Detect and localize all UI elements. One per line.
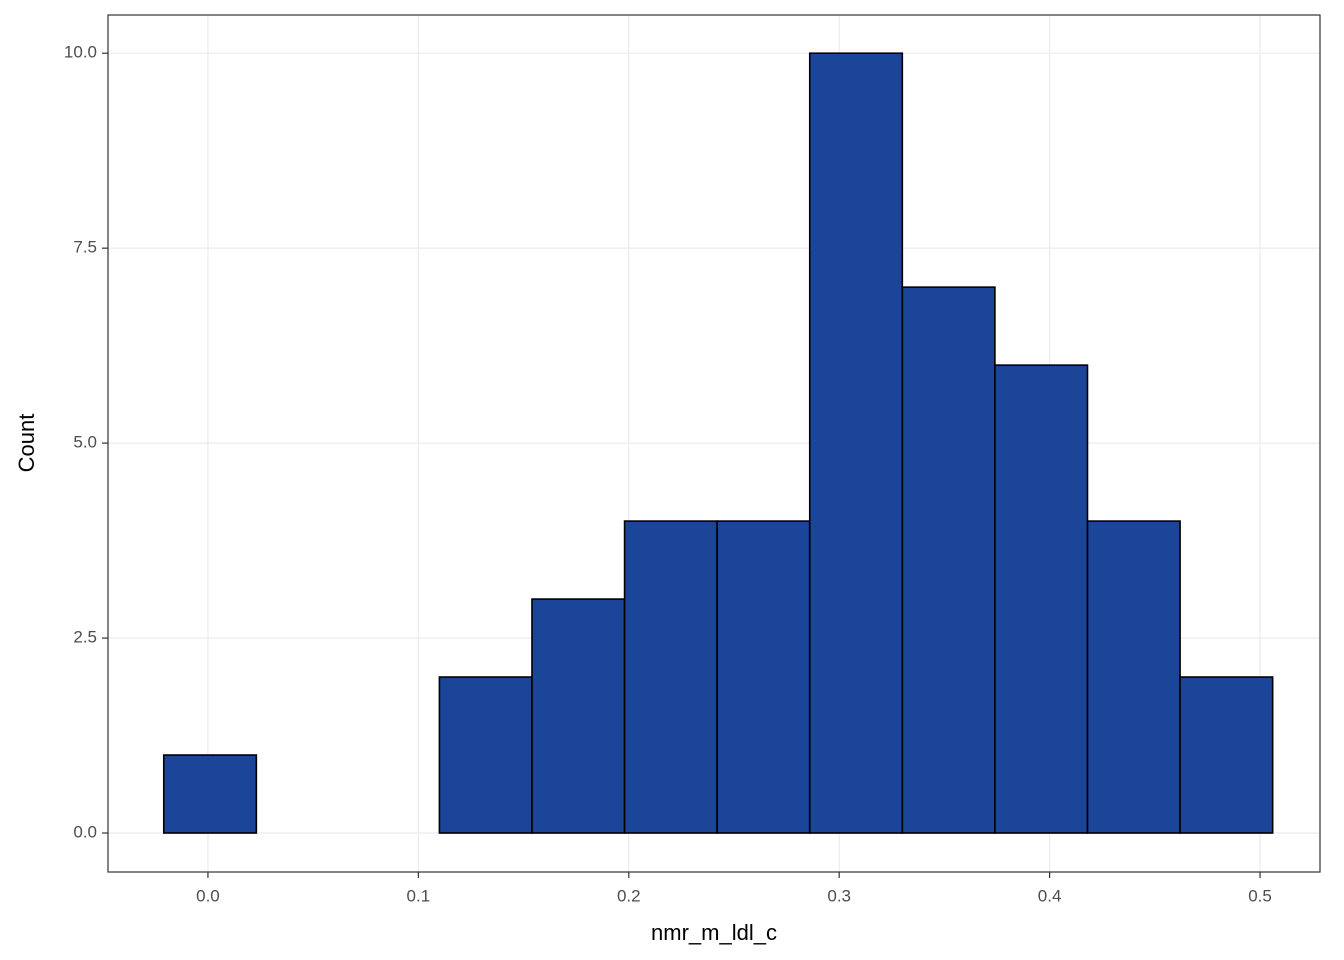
y-tick-label: 10.0: [64, 43, 97, 62]
histogram-bar: [1179, 676, 1274, 834]
y-tick-label: 7.5: [73, 238, 97, 257]
histogram-bar: [438, 676, 533, 834]
histogram-bar: [808, 52, 904, 834]
y-tick-label: 2.5: [73, 628, 97, 647]
x-tick-label: 0.2: [617, 886, 641, 905]
x-tick-label: 0.1: [407, 886, 431, 905]
x-axis-title: nmr_m_ldl_c: [651, 920, 777, 945]
y-axis-title: Count: [14, 414, 39, 473]
histogram-bar: [994, 364, 1089, 834]
x-tick-label: 0.4: [1038, 886, 1062, 905]
histogram-bar: [901, 286, 996, 834]
y-tick-label: 0.0: [73, 822, 97, 841]
y-tick-label: 5.0: [73, 433, 97, 452]
histogram-bar: [162, 754, 258, 834]
x-tick-label: 0.3: [827, 886, 851, 905]
x-tick-label: 0.0: [196, 886, 220, 905]
histogram-bar: [716, 520, 811, 834]
histogram-bar: [623, 520, 718, 834]
x-tick-label: 0.5: [1248, 886, 1272, 905]
histogram-bar: [1086, 520, 1181, 834]
histogram-bar: [531, 598, 626, 834]
